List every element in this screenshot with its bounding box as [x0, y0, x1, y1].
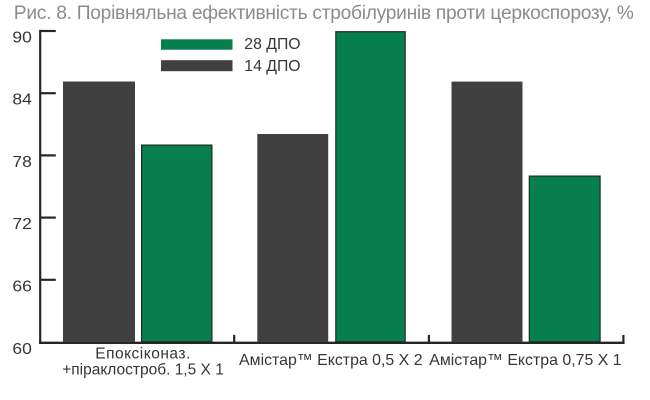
svg-text:60: 60 [12, 341, 32, 358]
svg-text:28 ДПО: 28 ДПО [244, 36, 300, 53]
svg-text:66: 66 [12, 278, 32, 295]
svg-text:Амістар™ Екстра 0,75 Х 1: Амістар™ Екстра 0,75 Х 1 [429, 352, 621, 369]
svg-text:78: 78 [12, 154, 32, 171]
svg-text:14 ДПО: 14 ДПО [244, 58, 300, 75]
svg-text:90: 90 [12, 30, 32, 47]
svg-text:Рис. 8. Порівняльна ефективніс: Рис. 8. Порівняльна ефективність стробіл… [14, 3, 634, 24]
svg-text:84: 84 [12, 92, 32, 109]
svg-text:Амістар™ Екстра 0,5 Х 2: Амістар™ Екстра 0,5 Х 2 [239, 352, 423, 369]
svg-text:Епоксіконаз.: Епоксіконаз. [95, 346, 191, 363]
svg-text:72: 72 [12, 216, 32, 233]
svg-text:+піраклостроб. 1,5 Х 1: +піраклостроб. 1,5 Х 1 [62, 362, 224, 379]
